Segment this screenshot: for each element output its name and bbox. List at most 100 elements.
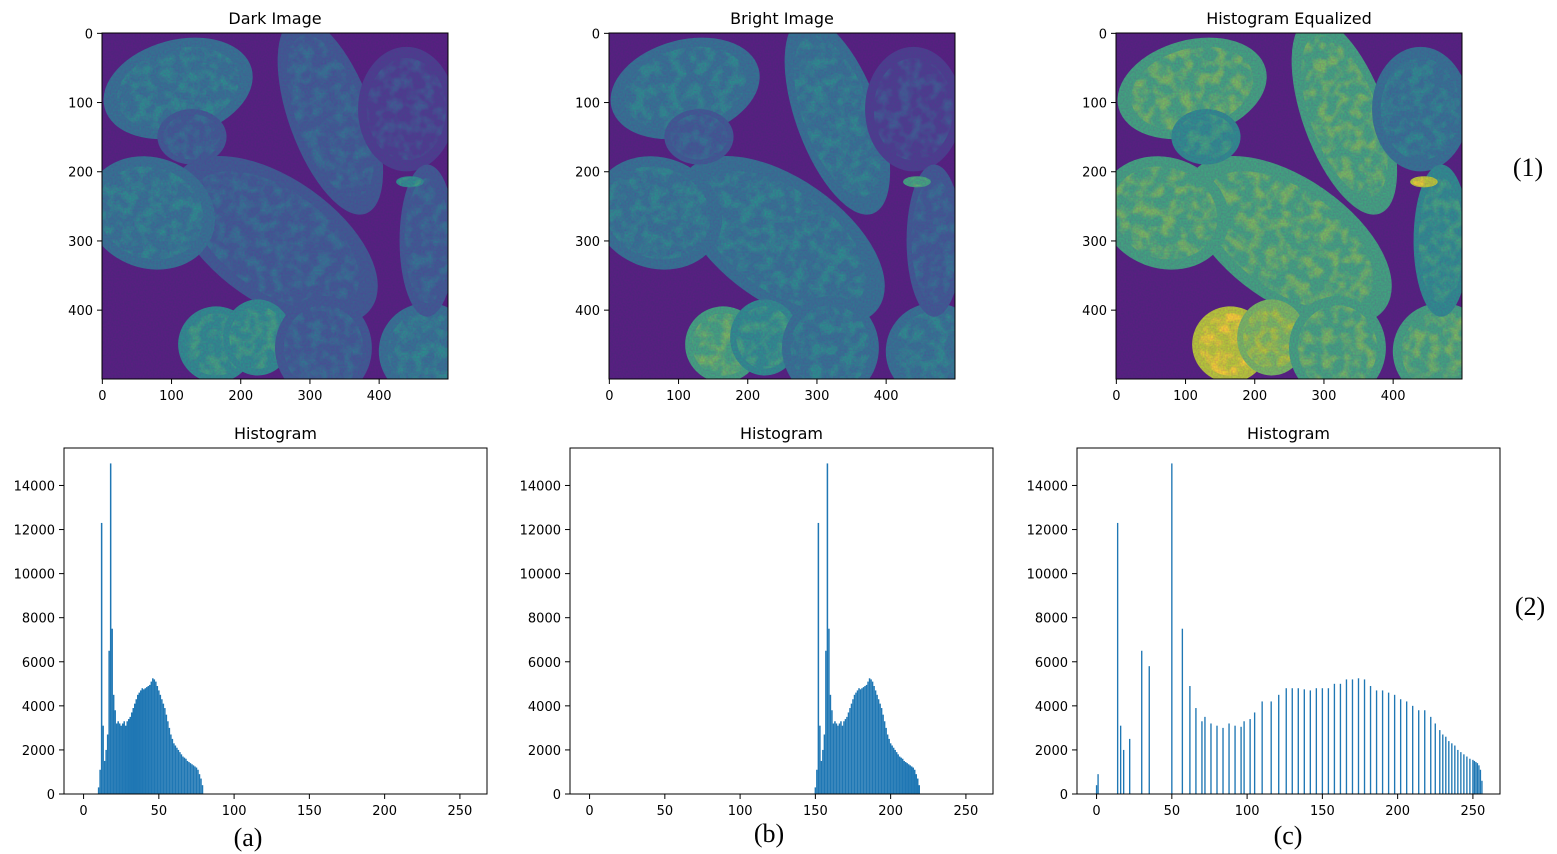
histogram-bar xyxy=(1141,650,1143,794)
y-tick-label: 200 xyxy=(1082,166,1107,181)
y-tick-label: 0 xyxy=(47,788,55,803)
histogram-bar xyxy=(182,756,184,794)
y-tick-label: 4000 xyxy=(528,700,561,715)
histogram-bar xyxy=(111,628,113,794)
y-tick-label: 0 xyxy=(553,788,561,803)
histogram-panel-1: Histogram 0 50 100 150 200 250 0 2000 4000 6000 800… xyxy=(14,424,488,819)
histogram-bar xyxy=(1278,694,1280,794)
y-tick-label: 8000 xyxy=(528,612,561,627)
y-tick-label: 100 xyxy=(575,97,600,112)
image-panel-2: Bright Image 0 100 200 300 400 0 100 200 300 400 xyxy=(575,9,956,404)
histogram-bar xyxy=(1476,763,1479,794)
histogram-bar xyxy=(1243,721,1245,794)
y-tick-label: 2000 xyxy=(528,744,561,759)
histogram-bar xyxy=(135,699,138,794)
y-tick-label: 12000 xyxy=(14,524,55,539)
histogram-bar xyxy=(197,769,199,794)
histogram-bar xyxy=(1357,678,1360,794)
histogram-bar xyxy=(1399,699,1402,794)
histogram-panel-3: Histogram 0 50 100 150 200 250 0 2000 4000 6000 800… xyxy=(1027,424,1501,819)
histogram-bar xyxy=(176,747,178,794)
histogram-bar xyxy=(144,688,147,794)
histogram-bar xyxy=(133,703,136,794)
histogram-bar xyxy=(900,757,902,794)
y-tick-label: 6000 xyxy=(22,656,55,671)
y-tick-label: 6000 xyxy=(528,656,561,671)
histogram-bar xyxy=(1171,463,1173,794)
histogram-bar xyxy=(838,723,841,794)
histogram-bar xyxy=(1451,743,1453,794)
histogram-bar xyxy=(120,725,122,794)
histogram-bar xyxy=(105,749,107,794)
histogram-bar xyxy=(1270,701,1272,794)
y-tick-label: 12000 xyxy=(1027,524,1068,539)
x-tick-label: 100 xyxy=(728,804,753,819)
histogram-bar xyxy=(1297,688,1299,794)
y-tick-label: 12000 xyxy=(520,524,561,539)
histogram-bar xyxy=(158,690,160,794)
histogram-bar xyxy=(109,463,112,794)
histogram-bar xyxy=(889,743,892,794)
histogram-bar xyxy=(1457,749,1459,794)
histogram-bar xyxy=(831,710,833,794)
histogram-bar xyxy=(1454,745,1456,794)
histogram-bar xyxy=(853,694,856,794)
histogram-bar xyxy=(912,767,914,794)
histogram-bar xyxy=(1095,785,1098,794)
histogram-bar xyxy=(115,723,118,794)
y-tick-label: 300 xyxy=(575,235,600,250)
y-tick-label: 10000 xyxy=(14,568,55,583)
histogram-bar xyxy=(106,734,109,794)
chart-title: Histogram xyxy=(234,424,317,443)
x-tick-label: 200 xyxy=(878,804,903,819)
histogram-bar xyxy=(188,762,190,794)
histogram-bar xyxy=(901,758,904,794)
histogram-bar xyxy=(906,763,908,794)
column-label: (a) xyxy=(234,823,263,852)
y-tick-label: 4000 xyxy=(22,700,55,715)
y-tick-label: 400 xyxy=(1082,304,1107,319)
y-tick-label: 100 xyxy=(68,97,93,112)
image-frame xyxy=(101,32,449,380)
x-tick-label: 250 xyxy=(447,804,472,819)
histogram-bar xyxy=(1228,723,1230,794)
histogram-bar xyxy=(855,692,857,794)
histogram-bar xyxy=(861,688,863,794)
histogram-bar xyxy=(130,712,133,794)
histogram-bar xyxy=(1387,692,1390,794)
histogram-bar xyxy=(186,760,189,794)
histogram-bar xyxy=(832,723,835,794)
x-tick-label: 250 xyxy=(1460,804,1485,819)
histogram-bar xyxy=(140,690,142,794)
histogram-bar xyxy=(126,721,128,794)
y-tick-label: 8000 xyxy=(1035,612,1068,627)
chart-title: Histogram xyxy=(740,424,823,443)
histogram-bar xyxy=(156,686,159,794)
histogram-bar xyxy=(850,703,853,794)
histogram-bar xyxy=(904,762,907,794)
histogram-bar xyxy=(907,764,910,794)
histogram-bar xyxy=(138,692,141,794)
y-tick-label: 10000 xyxy=(520,568,561,583)
histogram-bar xyxy=(147,686,150,794)
x-tick-label: 400 xyxy=(1381,389,1406,404)
histogram-bar xyxy=(1216,725,1218,794)
x-tick-label: 200 xyxy=(735,389,760,404)
x-tick-label: 300 xyxy=(805,389,830,404)
image-panel-3: Histogram Equalized 0 100 200 300 400 0 100 200 3… xyxy=(1082,9,1463,404)
histogram-bar xyxy=(159,694,162,794)
histogram-bar xyxy=(123,721,125,794)
image-title: Bright Image xyxy=(730,9,834,28)
histogram-bar xyxy=(868,678,871,794)
histogram-bar xyxy=(1460,752,1462,794)
histogram-bar xyxy=(814,787,817,794)
histogram-bar xyxy=(195,767,198,794)
histogram-bar xyxy=(1327,688,1330,794)
histogram-bar xyxy=(898,756,901,794)
histogram-bar xyxy=(1381,690,1384,794)
histogram-bar xyxy=(879,703,881,794)
x-tick-label: 100 xyxy=(1235,804,1260,819)
y-tick-label: 300 xyxy=(68,235,93,250)
plot-frame xyxy=(1076,447,1501,795)
histogram-bar xyxy=(1478,765,1480,794)
